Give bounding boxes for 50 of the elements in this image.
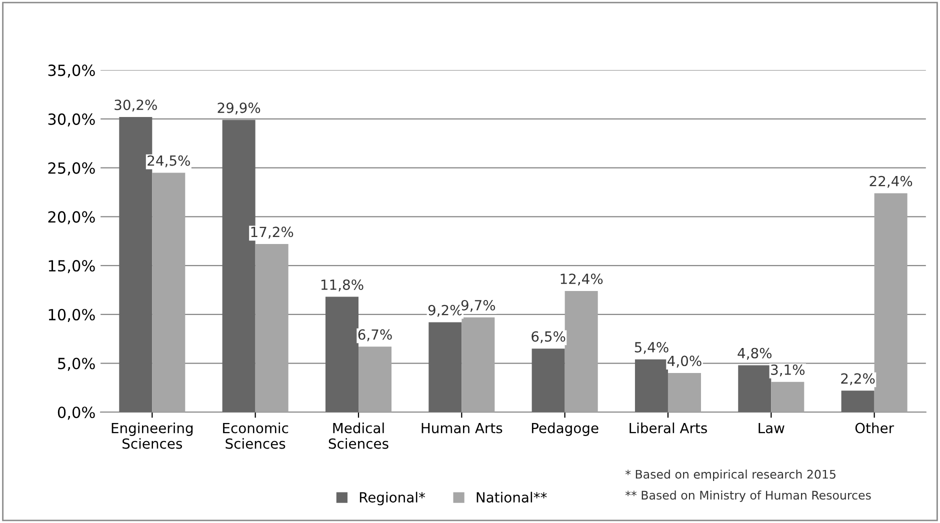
data-label: 4,8% [738, 348, 772, 360]
bar [325, 296, 358, 412]
data-label: 12,4% [560, 274, 603, 286]
bar [462, 317, 495, 412]
bar [874, 193, 908, 412]
bar [358, 346, 392, 412]
data-label: 9,7% [461, 300, 496, 312]
y-tick-label: 15,0% [48, 260, 95, 274]
y-tick-label: 5,0% [58, 358, 95, 371]
y-tick-label: 35,0% [48, 64, 95, 78]
bar [152, 172, 186, 412]
data-label: 30,2% [114, 100, 157, 112]
bar [738, 365, 772, 412]
y-tick-label: 20,0% [48, 211, 95, 224]
legend-label: National** [476, 492, 547, 503]
x-tick-label: Liberal Arts [630, 422, 707, 434]
bar [564, 290, 598, 412]
bar [771, 382, 804, 412]
legend-label: Regional* [360, 492, 426, 506]
data-label: 4,0% [668, 356, 702, 368]
bar [634, 359, 668, 412]
x-tick-label: Medical Sciences [328, 422, 388, 449]
bar [428, 322, 462, 412]
data-label: 9,2% [428, 304, 462, 317]
data-label: 17,2% [251, 226, 294, 239]
x-tick-label: Law [758, 422, 784, 434]
x-tick-label: Other [855, 422, 894, 434]
data-label: 5,4% [634, 342, 668, 354]
x-tick-label: Human Arts [422, 422, 502, 434]
y-tick-label: 0,0% [58, 406, 95, 420]
data-label: 3,1% [771, 364, 805, 376]
x-tick-label: Engineering Sciences [112, 422, 193, 449]
text: * Based on empirical research 2015 [625, 470, 836, 481]
text: ** Based on Ministry of Human Resources [625, 490, 871, 502]
data-label: 2,2% [841, 373, 875, 386]
data-label: 22,4% [870, 176, 912, 188]
bar [532, 348, 565, 412]
y-tick-label: 30,0% [48, 113, 95, 127]
data-label: 11,8% [321, 279, 364, 292]
y-tick-label: 25,0% [48, 162, 95, 176]
data-label: 6,7% [358, 329, 392, 342]
x-tick-label: Pedagoge [532, 422, 598, 436]
x-tick-label: Economic Sciences [223, 422, 288, 449]
bar [255, 244, 288, 412]
y-tick-label: 10,0% [48, 308, 95, 322]
bar [841, 390, 874, 412]
bar [668, 373, 701, 412]
data-label: 24,5% [148, 155, 190, 168]
data-label: 29,9% [218, 102, 260, 114]
data-label: 6,5% [532, 331, 566, 344]
